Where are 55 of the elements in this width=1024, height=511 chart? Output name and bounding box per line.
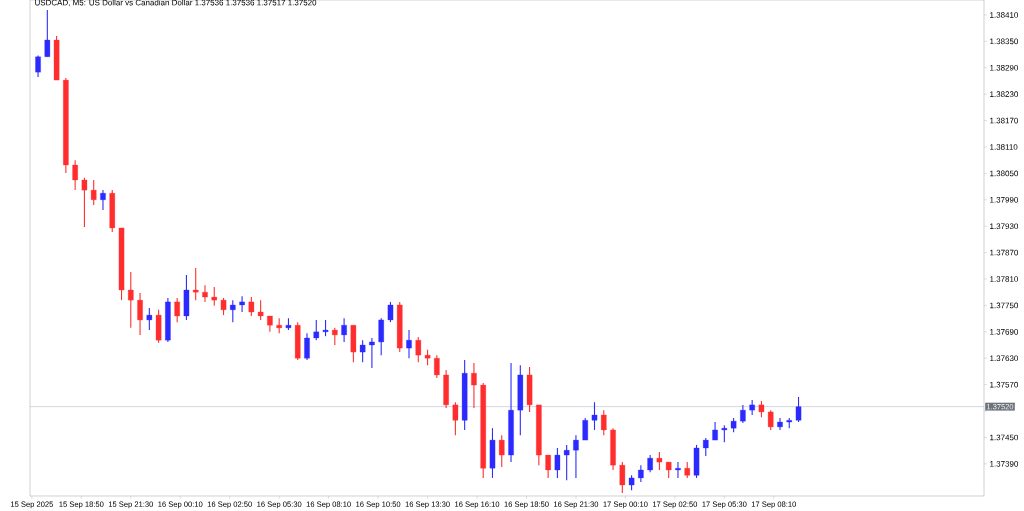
candlestick bbox=[786, 417, 792, 429]
candlestick bbox=[693, 444, 700, 479]
candlestick bbox=[285, 317, 292, 331]
candlestick bbox=[656, 451, 663, 471]
candlestick bbox=[239, 295, 245, 313]
candlestick bbox=[582, 417, 588, 441]
candlestick bbox=[118, 227, 125, 301]
candlestick bbox=[155, 309, 162, 344]
candlestick bbox=[53, 35, 60, 81]
candlestick bbox=[128, 271, 134, 329]
candlestick bbox=[628, 474, 635, 491]
candlestick bbox=[276, 317, 282, 334]
candlestick bbox=[480, 382, 486, 479]
candlestick bbox=[526, 366, 533, 413]
candlestick bbox=[415, 336, 422, 363]
candlestick bbox=[517, 364, 524, 436]
candlestick bbox=[183, 274, 190, 321]
candlestick bbox=[396, 301, 403, 353]
candlestick bbox=[44, 9, 51, 58]
candlestick bbox=[378, 317, 384, 356]
candlestick bbox=[257, 299, 264, 321]
candlestick bbox=[749, 399, 755, 416]
candlestick bbox=[795, 396, 802, 423]
candlestick bbox=[563, 444, 570, 481]
candlestick bbox=[452, 401, 459, 436]
candlestick bbox=[619, 461, 626, 494]
candlestick bbox=[81, 177, 88, 228]
candlestick bbox=[211, 286, 217, 307]
candlestick bbox=[489, 427, 496, 479]
candlestick bbox=[359, 339, 366, 363]
candlestick bbox=[684, 461, 690, 479]
candlestick bbox=[767, 409, 774, 431]
candlestick bbox=[350, 324, 357, 363]
candlestick bbox=[313, 319, 320, 341]
candlestick bbox=[554, 447, 561, 479]
candlestick bbox=[230, 299, 236, 323]
candlestick bbox=[499, 434, 505, 468]
candlestick bbox=[601, 409, 607, 436]
candlestick bbox=[387, 301, 394, 323]
candlestick bbox=[192, 267, 199, 301]
candlestick bbox=[434, 354, 440, 379]
candlestick bbox=[109, 189, 115, 233]
candlestick bbox=[174, 297, 180, 323]
candlestick bbox=[461, 359, 468, 431]
candlestick bbox=[294, 321, 301, 361]
candlestick bbox=[146, 307, 153, 331]
candlestick bbox=[730, 417, 737, 433]
candlestick bbox=[703, 437, 709, 457]
candlestick bbox=[777, 417, 783, 431]
candlestick bbox=[665, 461, 672, 479]
candlestick bbox=[675, 461, 681, 479]
candlestick bbox=[248, 296, 255, 317]
candlestick bbox=[90, 179, 97, 206]
candlestick bbox=[591, 401, 598, 431]
candlestick bbox=[369, 337, 375, 369]
